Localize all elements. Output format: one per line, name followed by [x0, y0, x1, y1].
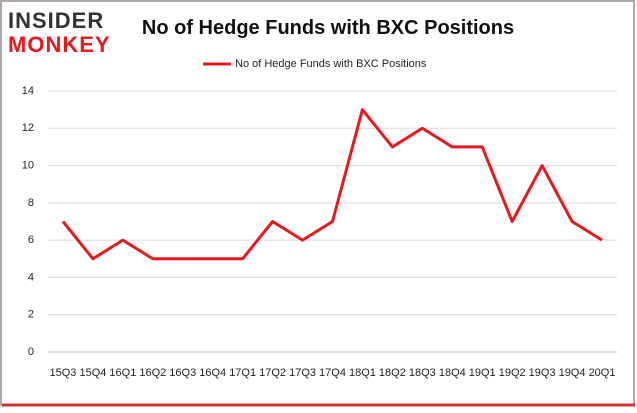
x-tick-label: 19Q4 — [559, 367, 586, 379]
y-tick-label: 14 — [22, 85, 34, 97]
x-tick-label: 17Q1 — [229, 367, 256, 379]
x-tick-label: 19Q2 — [499, 367, 526, 379]
y-tick-label: 0 — [28, 346, 34, 358]
x-tick-label: 20Q1 — [589, 367, 616, 379]
x-tick-label: 17Q4 — [319, 367, 346, 379]
x-tick-label: 16Q4 — [199, 367, 226, 379]
y-tick-label: 10 — [22, 159, 34, 171]
legend-label: No of Hedge Funds with BXC Positions — [235, 58, 427, 70]
y-tick-label: 2 — [28, 309, 34, 321]
logo-bottom: MONKEY — [8, 32, 111, 57]
chart-title: No of Hedge Funds with BXC Positions — [142, 17, 514, 39]
x-tick-label: 17Q3 — [289, 367, 316, 379]
x-tick-label: 16Q2 — [139, 367, 166, 379]
x-tick-label: 16Q3 — [169, 367, 196, 379]
line-series — [61, 108, 603, 261]
x-tick-label: 16Q1 — [109, 367, 136, 379]
logo-top: INSIDER — [8, 8, 104, 33]
x-tick-label: 18Q3 — [409, 367, 436, 379]
y-tick-label: 4 — [28, 271, 34, 283]
x-tick-label: 19Q3 — [529, 367, 556, 379]
y-tick-label: 8 — [28, 197, 34, 209]
x-tick-label: 18Q2 — [379, 367, 406, 379]
x-tick-label: 17Q2 — [259, 367, 286, 379]
x-tick-label: 15Q4 — [79, 367, 106, 379]
x-tick-label: 18Q4 — [439, 367, 466, 379]
y-tick-label: 6 — [28, 234, 34, 246]
x-tick-label: 15Q3 — [50, 367, 77, 379]
x-tick-label: 19Q1 — [469, 367, 496, 379]
y-tick-label: 12 — [22, 122, 34, 134]
x-tick-label: 18Q1 — [349, 367, 376, 379]
